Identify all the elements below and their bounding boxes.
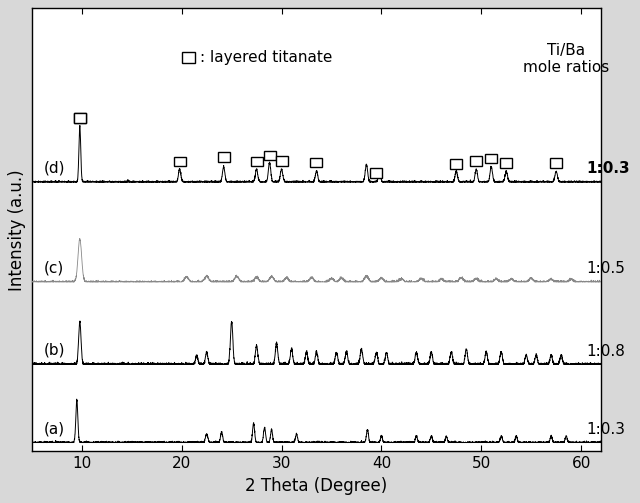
Bar: [182, 52, 195, 62]
Bar: [451, 159, 462, 169]
Text: Ti/Ba
mole ratios: Ti/Ba mole ratios: [523, 43, 609, 75]
Text: 1:0.8: 1:0.8: [586, 344, 625, 359]
Bar: [500, 158, 512, 168]
Bar: [485, 153, 497, 163]
Bar: [218, 152, 230, 162]
Bar: [173, 157, 186, 166]
Bar: [371, 169, 382, 178]
Bar: [310, 157, 323, 167]
Text: 1:0.3: 1:0.3: [586, 161, 630, 177]
Bar: [251, 156, 262, 166]
Text: : layered titanate: : layered titanate: [200, 50, 332, 65]
Bar: [276, 156, 287, 166]
Text: (a): (a): [44, 421, 65, 436]
Bar: [264, 150, 276, 160]
Text: 1:0.3: 1:0.3: [586, 422, 625, 437]
Bar: [550, 158, 562, 168]
Text: 1:0.5: 1:0.5: [586, 262, 625, 276]
X-axis label: 2 Theta (Degree): 2 Theta (Degree): [245, 477, 388, 494]
Y-axis label: Intensity (a.u.): Intensity (a.u.): [8, 169, 26, 291]
Bar: [470, 156, 483, 166]
Bar: [74, 113, 86, 123]
Text: (d): (d): [44, 160, 65, 176]
Bar: [74, 113, 86, 123]
Text: (c): (c): [44, 261, 64, 275]
Text: (b): (b): [44, 343, 65, 358]
